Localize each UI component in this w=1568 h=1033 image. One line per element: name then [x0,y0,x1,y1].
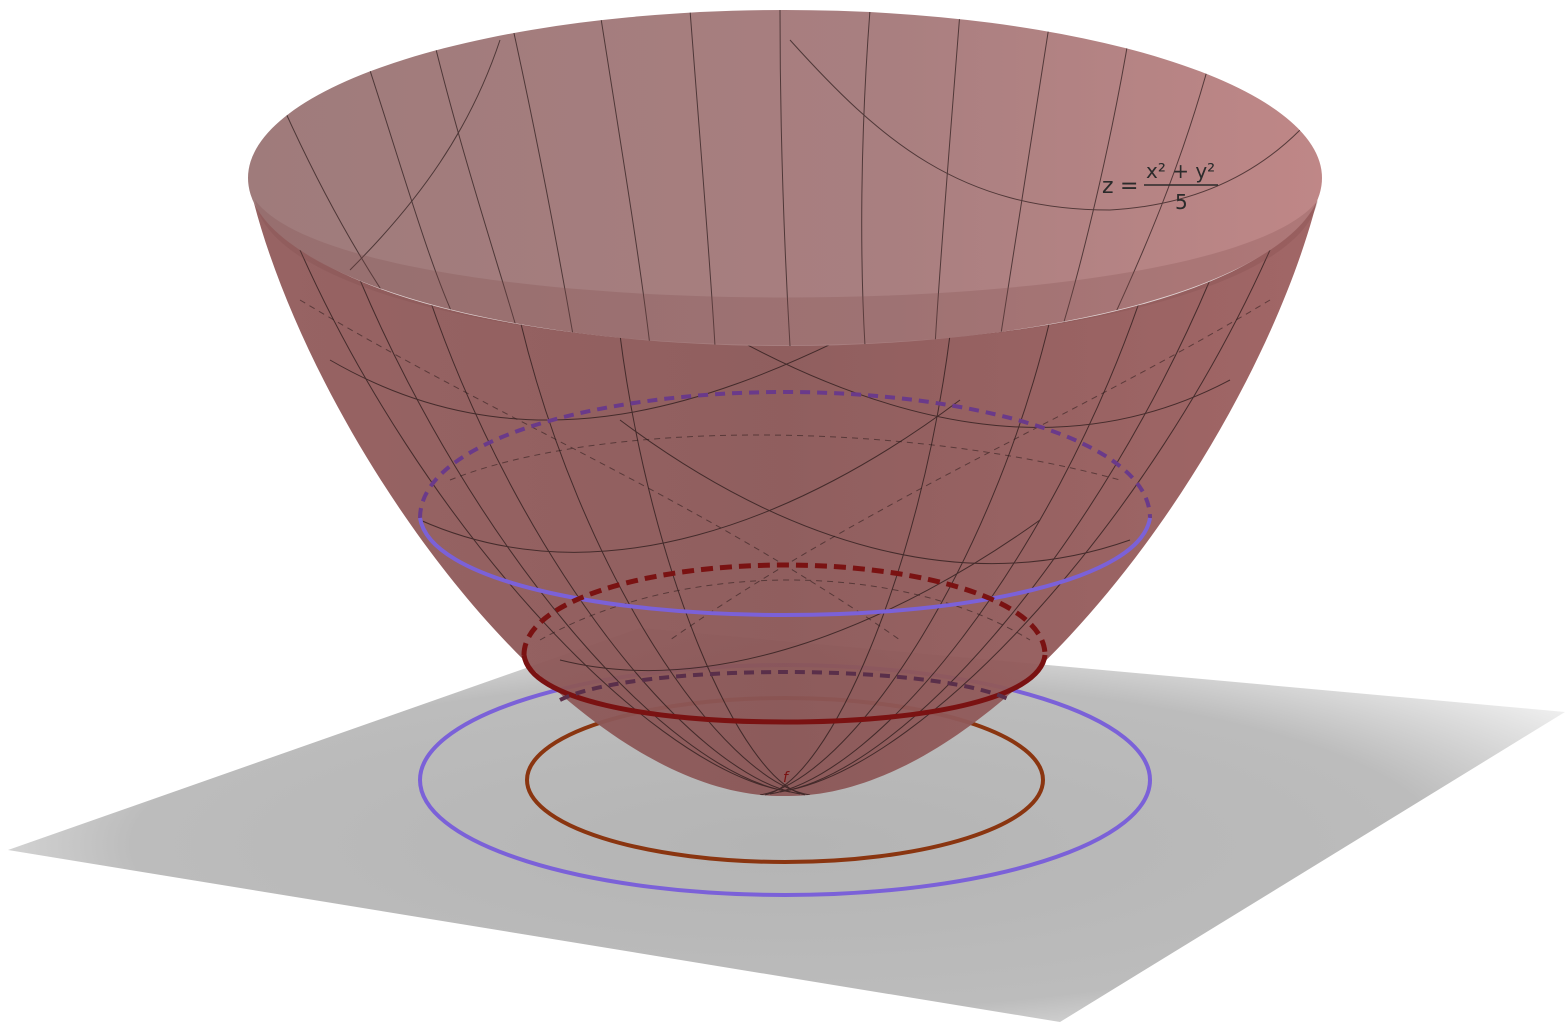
lower-level-curve-hidden [521,562,1048,656]
inner-wall-shade [255,200,1318,345]
inner-mesh-lines [279,10,1301,346]
hidden-mesh-lines [299,299,1271,641]
upper-level-curve-visible [418,517,1152,618]
equation-numerator: x² + y² [1146,159,1215,183]
paraboloid-opening [248,10,1322,346]
paraboloid-outer-surface [248,178,1322,797]
surface-equation: z = x² + y² 5 [1102,159,1218,214]
lower-level-curve-visible [521,654,1048,725]
upper-level-curve-hidden [418,389,1152,519]
inner-projection-hidden-arc [559,669,1011,702]
xy-plane [8,628,1565,1022]
equation-equals: = [1120,174,1138,199]
equation-lhs: z [1102,174,1114,199]
equation-denominator: 5 [1175,190,1188,214]
function-label: f [783,770,790,786]
